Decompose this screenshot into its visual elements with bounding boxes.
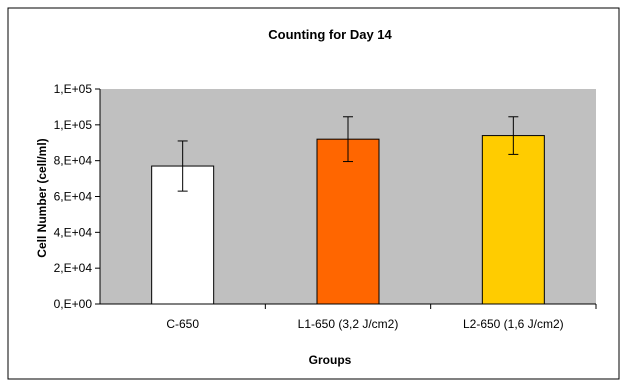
y-axis-title: Cell Number (cell/ml) [35, 138, 49, 257]
y-tick-label: 1,E+05 [54, 82, 93, 96]
x-tick-label: L2-650 (1,6 J/cm2) [463, 317, 564, 331]
y-tick-label: 4,E+04 [54, 225, 93, 239]
y-tick-label: 8,E+04 [54, 154, 93, 168]
plot-area: 0,E+00 2,E+04 4,E+04 6,E+04 8,E+04 1,E+05 1,E+… [54, 82, 597, 331]
bar [316, 138, 380, 305]
y-tick-label: 2,E+04 [54, 261, 93, 275]
x-tick-label: C-650 [166, 317, 199, 331]
y-tick-label: 1,E+05 [54, 118, 93, 132]
bar [481, 135, 545, 305]
chart-title: Counting for Day 14 [268, 27, 392, 42]
x-tick-label: L1-650 (3,2 J/cm2) [298, 317, 399, 331]
x-axis-title: Groups [309, 353, 352, 367]
y-tick-label: 6,E+04 [54, 190, 93, 204]
y-tick-label: 0,E+00 [54, 297, 93, 311]
